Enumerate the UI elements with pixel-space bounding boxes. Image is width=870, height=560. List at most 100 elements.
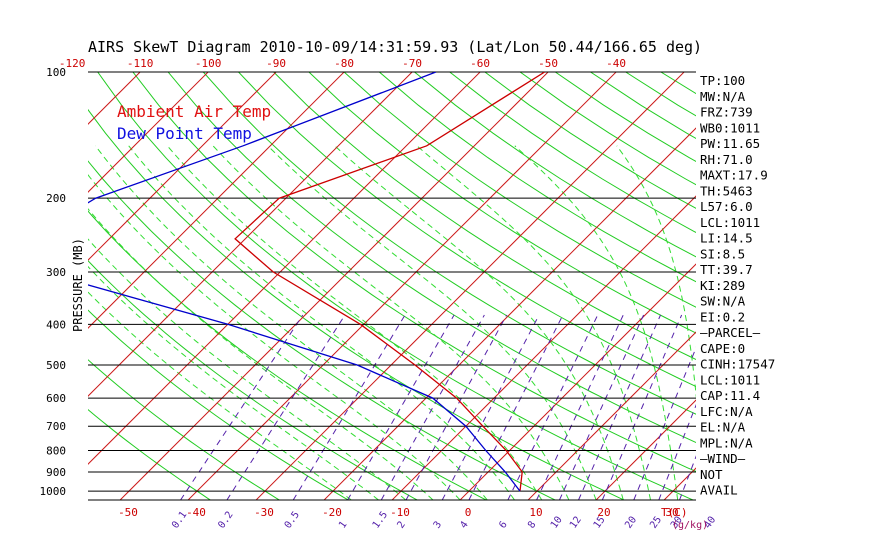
dry-adiabat-line xyxy=(554,72,696,163)
sounding-index: EL:N/A xyxy=(700,420,746,435)
mixing-ratio-line xyxy=(658,403,696,500)
sounding-index: RH:71.0 xyxy=(700,152,753,167)
sounding-index: TP:100 xyxy=(700,73,745,88)
bottom-temp-tick: 10 xyxy=(529,506,542,519)
isotherm-line xyxy=(88,72,209,193)
sounding-profiles xyxy=(88,72,546,492)
pressure-tick: 800 xyxy=(46,445,66,458)
mixing-ratio-tick: 3 xyxy=(432,519,444,530)
dry-adiabat-line xyxy=(624,0,870,509)
mixing-ratio-line xyxy=(558,314,645,500)
isotherm-line xyxy=(0,62,82,531)
dry-adiabat-line xyxy=(589,72,696,140)
mixing-ratio-lines xyxy=(180,314,696,500)
isotherm-line xyxy=(459,263,696,500)
sounding-index: EI:0.2 xyxy=(700,309,745,324)
legend-ambient-air-temp: Ambient Air Temp xyxy=(117,102,271,121)
pressure-tick: 600 xyxy=(46,392,66,405)
moist-adiabat-line xyxy=(88,208,434,500)
dry-adiabat-line xyxy=(519,72,696,186)
mixing-ratio-line xyxy=(380,314,485,500)
sounding-index: MAXT:17.9 xyxy=(700,168,768,183)
sounding-index: PW:11.65 xyxy=(700,136,760,151)
bottom-temp-tick: -50 xyxy=(118,506,138,519)
mixing-ratio-tick: 0.5 xyxy=(283,510,302,531)
pressure-tick: 200 xyxy=(46,192,66,205)
isotherm-line xyxy=(88,72,345,329)
isotherm-line xyxy=(323,127,696,500)
dry-adiabat-line xyxy=(308,72,696,334)
sounding-index: FRZ:739 xyxy=(700,105,753,120)
pressure-tick: 700 xyxy=(46,420,66,433)
pressure-tick: 300 xyxy=(46,266,66,279)
sounding-index: CAP:11.4 xyxy=(700,388,760,403)
moist-adiabat-line xyxy=(616,145,696,400)
isotherm-line xyxy=(391,195,696,500)
sounding-index: MPL:N/A xyxy=(700,435,753,450)
mixing-ratio-line xyxy=(507,314,599,500)
mixing-ratio-line xyxy=(468,314,564,500)
sounding-index: NOT xyxy=(700,467,723,482)
pressure-ticks: 100 200 300 400 500 600 700 800 900 1000 xyxy=(40,66,67,498)
dry-adiabat-line xyxy=(88,108,626,500)
mixing-ratio-line xyxy=(601,314,683,500)
sounding-index: —PARCEL— xyxy=(700,325,761,340)
dry-adiabat-line xyxy=(484,72,696,209)
mixing-ratio-tick: 1.5 xyxy=(371,510,390,531)
isotherm-line xyxy=(527,331,696,500)
mixing-ratio-ticks: 0.1 0.2 0.5 1 1.5 2 3 4 6 8 10 12 15 20 25 30 40 xyxy=(170,510,718,531)
isotherm-line xyxy=(769,62,870,531)
sounding-index: WB0:1011 xyxy=(700,120,760,135)
isotherm-line xyxy=(255,72,685,500)
dry-adiabat-line xyxy=(448,72,696,234)
isotherm-line xyxy=(595,399,696,500)
top-temp-tick: -80 xyxy=(334,57,354,70)
isotherm-line xyxy=(88,72,481,465)
top-temperature-ticks: -120 -110 -100 -90 -80 -70 -60 -50 -40 xyxy=(59,57,626,70)
sounding-index: LI:14.5 xyxy=(700,231,753,246)
sounding-index: CINH:17547 xyxy=(700,357,775,372)
dew-point-temp-line xyxy=(88,72,521,492)
mixing-ratio-tick: 20 xyxy=(623,515,639,531)
dry-adiabat-line xyxy=(88,408,212,500)
pressure-tick: 400 xyxy=(46,318,66,331)
top-temp-tick: -40 xyxy=(606,57,626,70)
sounding-index: L57:6.0 xyxy=(700,199,753,214)
mixing-ratio-tick: 12 xyxy=(568,515,584,531)
dry-adiabat-line xyxy=(88,359,281,500)
isotherm-line xyxy=(187,72,617,500)
sounding-index: TH:5463 xyxy=(700,183,753,198)
sounding-index: LFC:N/A xyxy=(700,404,753,419)
dry-adiabat-line xyxy=(97,72,695,500)
bottom-temp-tick: -20 xyxy=(322,506,342,519)
mixing-ratio-line xyxy=(405,314,508,500)
ambient-air-temp-line xyxy=(234,72,546,492)
mixing-ratio-tick: 4 xyxy=(458,519,470,530)
sounding-index: CAPE:0 xyxy=(700,341,745,356)
isotherm-line xyxy=(88,72,277,261)
mixing-ratio-line xyxy=(578,314,661,500)
pressure-tick: 100 xyxy=(46,66,66,79)
bottom-temperature-ticks: -50 -40 -30 -20 -10 0 10 20 30 xyxy=(118,506,679,519)
mixing-ratio-tick: 2 xyxy=(395,519,407,530)
dry-adiabat-line xyxy=(378,72,696,283)
pressure-tick: 900 xyxy=(46,466,66,479)
sounding-index: LCL:1011 xyxy=(700,372,760,387)
bottom-temp-tick: -30 xyxy=(254,506,274,519)
top-temp-tick: -70 xyxy=(402,57,422,70)
mixing-ratio-tick: 10 xyxy=(549,515,565,531)
sounding-index: SI:8.5 xyxy=(700,246,745,261)
temp-unit-label: T(C) xyxy=(661,506,688,519)
mixing-ratio-line xyxy=(180,314,304,500)
top-temp-tick: -120 xyxy=(59,57,86,70)
dry-adiabat-line xyxy=(202,72,696,415)
legend-dew-point-temp: Dew Point Temp xyxy=(117,124,252,143)
isotherm-line xyxy=(88,72,413,397)
top-temp-tick: -50 xyxy=(538,57,558,70)
mixing-ratio-tick: 1 xyxy=(337,519,349,530)
top-temp-tick: -110 xyxy=(127,57,154,70)
isotherm-line xyxy=(0,62,14,531)
y-axis-label: PRESSURE (MB) xyxy=(71,238,85,332)
dry-adiabat-line xyxy=(413,72,696,258)
